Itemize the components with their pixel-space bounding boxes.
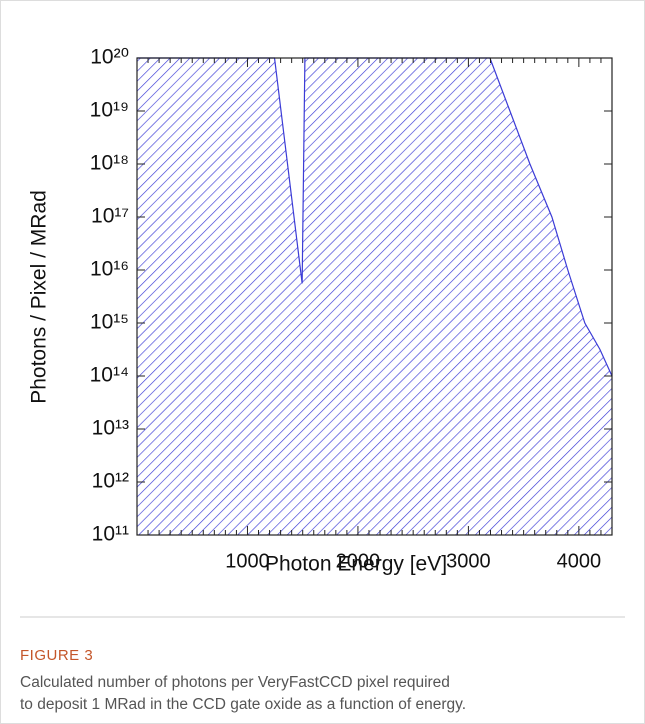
y-tick-label: 10¹⁴ bbox=[90, 364, 129, 387]
y-tick-label: 10¹⁶ bbox=[90, 258, 129, 281]
y-tick-label: 10¹⁸ bbox=[90, 152, 129, 175]
x-tick-label: 2000 bbox=[336, 550, 381, 572]
figure-label: FIGURE 3 bbox=[20, 647, 93, 664]
x-tick-label: 4000 bbox=[557, 550, 602, 572]
y-tick-label: 10¹¹ bbox=[92, 523, 129, 546]
y-tick-label: 10¹³ bbox=[92, 417, 129, 440]
x-tick-label: 1000 bbox=[225, 550, 270, 572]
y-axis-label: Photons / Pixel / MRad bbox=[28, 190, 51, 404]
hatched-area bbox=[137, 58, 612, 535]
y-tick-label: 10¹² bbox=[92, 470, 129, 493]
caption-line: Calculated number of photons per VeryFas… bbox=[20, 674, 450, 691]
caption-line: to deposit 1 MRad in the CCD gate oxide … bbox=[20, 696, 466, 713]
y-tick-label: 10²⁰ bbox=[90, 46, 129, 69]
plot-frame bbox=[136, 57, 613, 536]
x-axis-label: Photon Energy [eV] bbox=[265, 553, 447, 576]
y-tick-label: 10¹⁵ bbox=[90, 311, 129, 334]
boundary-line bbox=[137, 57, 613, 377]
y-tick-label: 10¹⁷ bbox=[91, 205, 129, 228]
x-tick-label: 3000 bbox=[446, 550, 491, 572]
y-tick-label: 10¹⁹ bbox=[90, 99, 129, 122]
